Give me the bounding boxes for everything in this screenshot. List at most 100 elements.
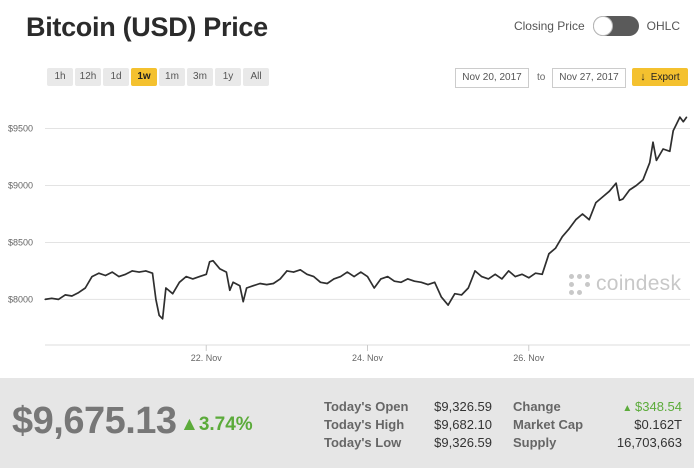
price-point: [246, 287, 248, 289]
change-percent-value: 3.74%: [198, 414, 253, 435]
today-high-label: Today's High: [324, 417, 405, 432]
price-point: [561, 236, 563, 238]
price-point: [84, 287, 86, 289]
price-point: [212, 260, 214, 262]
price-mode-toggle[interactable]: [592, 16, 639, 36]
to-date-input[interactable]: Nov 27, 2017: [552, 68, 626, 88]
range-1m-button[interactable]: 1m: [159, 68, 185, 86]
range-1d-button[interactable]: 1d: [103, 68, 129, 86]
price-point: [652, 141, 654, 143]
export-label: Export: [650, 71, 680, 83]
price-chart: $8000 $8500 $9000 $9500 22. Nov 24. Nov 26. N…: [8, 116, 690, 363]
price-point: [239, 285, 241, 287]
price-point: [78, 292, 80, 294]
supply-value: 16,703,663: [616, 435, 682, 450]
page-title: Bitcoin (USD) Price: [26, 12, 268, 42]
coindesk-watermark: coindesk: [569, 272, 681, 296]
y-axis: $8000 $8500 $9000 $9500: [8, 123, 33, 304]
price-point: [229, 289, 231, 291]
supply-label: Supply: [513, 435, 557, 450]
price-point: [387, 276, 389, 278]
closing-price-label[interactable]: Closing Price: [513, 19, 585, 33]
price-point: [487, 278, 489, 280]
price-point: [185, 276, 187, 278]
range-3m-button[interactable]: 3m: [187, 68, 213, 86]
market-cap-label: Market Cap: [513, 417, 584, 432]
y-tick-label: $9500: [8, 123, 33, 133]
price-point: [313, 276, 315, 278]
price-point: [131, 270, 133, 272]
grid: [45, 127, 690, 346]
price-point: [682, 121, 684, 123]
price-point: [98, 272, 100, 274]
price-point: [622, 198, 624, 200]
price-point: [242, 301, 244, 303]
price-point: [91, 276, 93, 278]
price-point: [111, 271, 113, 273]
to-label: to: [537, 72, 546, 83]
price-point: [602, 196, 604, 198]
price-point: [51, 297, 53, 299]
price-point: [508, 270, 510, 272]
price-point: [440, 296, 442, 298]
price-point: [420, 281, 422, 283]
market-cap-value: $0.162T: [634, 417, 682, 432]
price-point: [541, 273, 543, 275]
price-point: [568, 228, 570, 230]
price-point: [669, 150, 671, 152]
x-axis: 22. Nov 24. Nov 26. Nov: [191, 345, 545, 363]
stats-labels-2: Change Market Cap Supply: [513, 398, 583, 452]
price-point: [259, 282, 261, 285]
price-point: [662, 148, 664, 150]
today-low-value: $9,326.59: [434, 435, 492, 450]
x-tick-label: 24. Nov: [352, 353, 384, 363]
price-point: [286, 270, 288, 272]
price-mode-toggle-group: Closing Price OHLC: [514, 16, 680, 36]
price-point: [225, 271, 227, 273]
range-all-button[interactable]: All: [243, 68, 269, 86]
range-12h-button[interactable]: 12h: [75, 68, 101, 86]
price-point: [138, 271, 140, 273]
price-point: [172, 293, 174, 295]
price-point: [400, 281, 402, 283]
price-point: [618, 199, 621, 201]
range-1y-button[interactable]: 1y: [215, 68, 241, 86]
price-point: [575, 219, 577, 221]
ohlc-label[interactable]: OHLC: [646, 19, 680, 33]
price-point: [346, 271, 348, 273]
today-low-label: Today's Low: [324, 435, 402, 450]
price-point: [198, 276, 201, 278]
today-high-value: $9,682.10: [434, 417, 492, 432]
price-point: [360, 271, 362, 273]
export-button[interactable]: ↓ Export: [632, 68, 688, 86]
price-point: [266, 284, 268, 286]
change-percent: ▲3.74%: [180, 414, 253, 436]
from-date-input[interactable]: Nov 20, 2017: [455, 68, 529, 88]
price-point: [494, 273, 496, 275]
price-point: [151, 272, 154, 274]
price-point: [299, 269, 301, 271]
price-point: [44, 298, 46, 300]
range-1h-button[interactable]: 1h: [47, 68, 73, 86]
price-point: [205, 273, 207, 275]
price-point: [272, 282, 274, 285]
range-1w-button[interactable]: 1w: [131, 68, 157, 86]
price-point: [635, 184, 637, 187]
price-point: [447, 304, 449, 306]
price-point: [548, 253, 550, 255]
price-point: [326, 282, 328, 285]
download-arrow-icon: ↓: [640, 71, 646, 83]
stats-values-2: ▲ $348.54 $0.162T 16,703,663: [598, 398, 682, 452]
toggle-knob[interactable]: [592, 16, 613, 36]
price-point: [481, 276, 483, 278]
price-point: [528, 277, 530, 279]
price-point: [340, 276, 342, 278]
price-point: [319, 281, 322, 283]
price-point: [306, 273, 308, 275]
price-point: [615, 182, 617, 184]
current-price: $9,675.13: [12, 400, 177, 442]
price-point: [353, 276, 355, 278]
price-point: [293, 271, 295, 273]
change-value-text: $348.54: [635, 399, 682, 414]
y-tick-label: $8000: [8, 294, 33, 304]
